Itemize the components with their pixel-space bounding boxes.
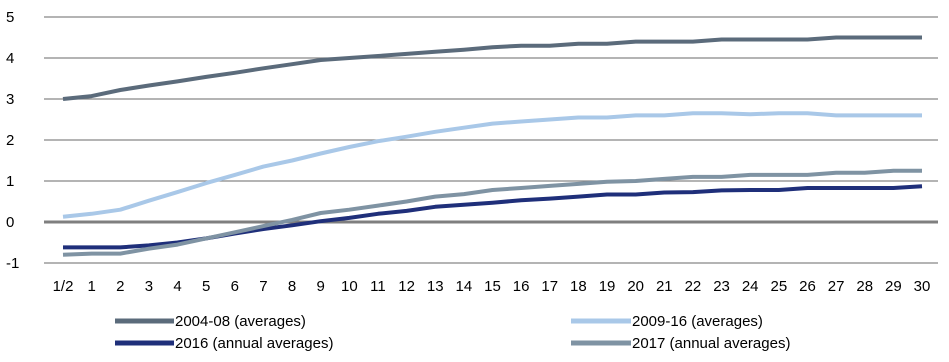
x-tick-label: 27 xyxy=(828,278,845,295)
x-tick-label: 21 xyxy=(656,278,673,295)
y-axis-ticks: -1 0 1 2 3 4 5 xyxy=(6,9,19,272)
legend-label-2: 2009-16 (averages) xyxy=(632,313,763,330)
x-tick-label: 1/2 xyxy=(53,278,74,295)
x-tick-label: 18 xyxy=(570,278,587,295)
x-tick-label: 9 xyxy=(317,278,325,295)
x-tick-label: 30 xyxy=(914,278,931,295)
x-axis-ticks: 1/2 1 2 3 4 5 6 7 8 9 10 11 12 13 14 15 16 17 18 19 20 21 22 23… xyxy=(53,278,931,295)
x-tick-label: 20 xyxy=(627,278,644,295)
x-tick-label: 25 xyxy=(770,278,787,295)
x-tick-label: 16 xyxy=(513,278,530,295)
legend-label-4: 2017 (annual averages) xyxy=(632,335,790,352)
series-lines xyxy=(62,35,923,257)
legend-label-3: 2016 (annual averages) xyxy=(175,335,333,352)
x-tick-label: 10 xyxy=(341,278,358,295)
y-tick-label: 4 xyxy=(6,50,14,67)
legend: 2004-08 (averages) 2009-16 (averages) 2016… xyxy=(115,313,790,352)
x-tick-label: 3 xyxy=(145,278,153,295)
y-tick-label: 5 xyxy=(6,9,14,26)
y-tick-label: 1 xyxy=(6,173,14,190)
y-tick-label: -1 xyxy=(6,255,19,272)
x-tick-label: 29 xyxy=(885,278,902,295)
gridlines xyxy=(44,16,938,264)
series-line-4 xyxy=(62,168,922,257)
x-tick-label: 28 xyxy=(856,278,873,295)
legend-label-1: 2004-08 (averages) xyxy=(175,313,306,330)
x-tick-label: 11 xyxy=(370,278,386,295)
series-line-1 xyxy=(62,35,922,101)
x-tick-label: 24 xyxy=(742,278,759,295)
x-tick-label: 26 xyxy=(799,278,816,295)
x-tick-label: 4 xyxy=(173,278,181,295)
series-line-2 xyxy=(62,111,922,219)
x-tick-label: 12 xyxy=(398,278,415,295)
x-tick-label: 22 xyxy=(685,278,702,295)
y-tick-label: 2 xyxy=(6,132,14,149)
x-tick-label: 23 xyxy=(713,278,730,295)
x-tick-label: 14 xyxy=(456,278,473,295)
x-tick-label: 17 xyxy=(541,278,558,295)
x-tick-label: 1 xyxy=(87,278,95,295)
x-tick-label: 5 xyxy=(202,278,210,295)
x-tick-label: 15 xyxy=(484,278,501,295)
y-tick-label: 0 xyxy=(6,214,14,231)
x-tick-label: 6 xyxy=(231,278,239,295)
x-tick-label: 7 xyxy=(259,278,267,295)
series-line-3 xyxy=(63,184,923,250)
x-tick-label: 19 xyxy=(599,278,616,295)
x-tick-label: 2 xyxy=(116,278,124,295)
x-tick-label: 13 xyxy=(427,278,444,295)
y-tick-label: 3 xyxy=(6,91,14,108)
x-tick-label: 8 xyxy=(288,278,296,295)
